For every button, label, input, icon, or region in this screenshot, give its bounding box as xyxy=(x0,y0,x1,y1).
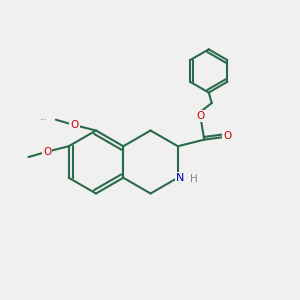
Text: N: N xyxy=(176,173,184,183)
Text: H: H xyxy=(190,174,197,184)
Text: O: O xyxy=(43,147,51,157)
Text: O: O xyxy=(224,131,232,141)
Text: O: O xyxy=(197,111,205,121)
Text: methoxy: methoxy xyxy=(41,119,47,120)
Text: O: O xyxy=(70,120,79,130)
